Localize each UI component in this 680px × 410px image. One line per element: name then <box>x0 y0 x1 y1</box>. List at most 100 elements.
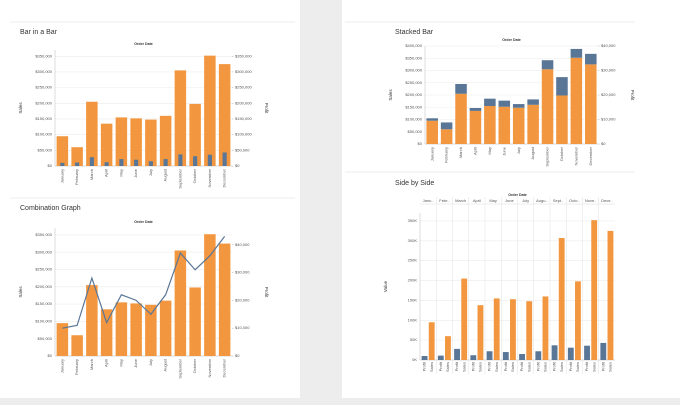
bar <box>428 322 435 360</box>
x-tick-label: October <box>192 358 197 373</box>
y-tick-label: $200,000 <box>405 92 422 97</box>
y2-axis-label: Profit <box>264 103 269 114</box>
bar-label: Profit <box>600 361 605 371</box>
subtitle: Order Date <box>134 220 153 224</box>
y2-tick-label: $100,000 <box>235 132 252 137</box>
bar <box>218 243 231 356</box>
column-header: July <box>522 198 529 203</box>
bar-label: Sales <box>608 362 613 372</box>
y2-tick-label: $20,000 <box>601 92 616 97</box>
y2-tick-label: $300,000 <box>235 69 252 74</box>
y-tick-label: $250,000 <box>35 267 52 272</box>
bar-label: Sales <box>543 362 548 372</box>
column-header: June <box>505 198 514 203</box>
y2-tick-label: $0 <box>601 141 606 146</box>
bar-label: Profit <box>535 361 540 371</box>
x-tick-label: August <box>530 146 535 159</box>
x-tick-label: January <box>59 359 64 373</box>
x-tick-label: January <box>429 147 434 161</box>
bar <box>204 234 216 356</box>
column-header: Nove.. <box>585 198 597 203</box>
column-header: Janu.. <box>423 198 434 203</box>
bar-segment <box>426 118 438 121</box>
bar <box>535 351 542 360</box>
x-tick-label: June <box>501 146 506 155</box>
x-tick-label: April <box>104 359 109 367</box>
y2-axis-label: Profit <box>630 90 635 101</box>
bar-label: Sales <box>526 362 531 372</box>
bar <box>115 117 128 166</box>
bar-label: Sales <box>494 362 499 372</box>
bar-segment <box>469 110 482 144</box>
x-tick-label: October <box>192 168 197 183</box>
inner-bar <box>104 162 109 166</box>
bar <box>86 101 98 166</box>
bar-segment <box>484 106 496 144</box>
y-tick-label: $50,000 <box>38 336 53 341</box>
bar-label: Profit <box>470 361 475 371</box>
bar-segment <box>484 98 496 107</box>
x-tick-label: August <box>163 358 168 371</box>
subtitle: Order Date <box>502 38 521 42</box>
bar-label: Profit <box>552 361 557 371</box>
bar <box>567 347 574 360</box>
column-header: Sept.. <box>553 198 563 203</box>
bar-label: Sales <box>575 362 580 372</box>
chart-title: Combination Graph <box>20 205 81 212</box>
inner-bar <box>178 154 183 166</box>
bar <box>584 345 590 360</box>
y2-axis-label: Profit <box>264 287 269 298</box>
y2-tick-label: $20,000 <box>235 297 250 302</box>
y-tick-label: $0 <box>48 163 53 168</box>
bar <box>130 118 142 166</box>
y-tick-label: 250K <box>408 258 418 263</box>
bar-segment <box>541 60 554 70</box>
x-tick-label: January <box>59 169 64 183</box>
bar <box>542 296 549 360</box>
bar-segment <box>570 48 583 58</box>
x-tick-label: September <box>177 358 182 378</box>
bar-label: Profit <box>568 361 573 371</box>
bar <box>145 304 157 356</box>
inner-bar <box>148 161 153 166</box>
x-tick-label: March <box>89 169 94 180</box>
bar <box>174 70 187 166</box>
y-axis-label: Sales <box>18 102 23 114</box>
bar-segment <box>440 129 453 144</box>
y2-tick-label: $150,000 <box>235 116 252 121</box>
line <box>62 235 226 329</box>
bar <box>607 230 614 360</box>
y-tick-label: $350,000 <box>35 232 52 237</box>
y-tick-label: $100,000 <box>35 132 52 137</box>
bar <box>189 287 201 356</box>
column-header: Octo.. <box>569 198 580 203</box>
bar <box>56 136 69 166</box>
bar <box>56 323 69 356</box>
y-tick-label: $250,000 <box>405 80 422 85</box>
bar-label: Profit <box>422 361 427 371</box>
column-header: Febr.. <box>439 198 449 203</box>
bar-segment <box>556 95 568 144</box>
inner-bar <box>75 162 80 166</box>
bar <box>421 356 428 360</box>
inner-bar <box>163 159 168 166</box>
y-tick-label: $250,000 <box>35 85 52 90</box>
bar <box>551 345 558 360</box>
x-tick-label: November <box>573 146 578 165</box>
y2-tick-label: $30,000 <box>601 68 616 73</box>
y2-tick-label: $250,000 <box>235 85 252 90</box>
x-tick-label: July <box>148 169 153 176</box>
bar-label: Sales <box>559 362 564 372</box>
y-tick-label: $0 <box>418 141 423 146</box>
x-tick-label: December <box>222 358 227 377</box>
bar <box>575 281 581 360</box>
bar-segment <box>469 107 482 111</box>
x-tick-label: February <box>74 359 79 375</box>
bar <box>100 123 113 166</box>
bar <box>502 352 509 360</box>
x-tick-label: April <box>104 169 109 177</box>
bar-segment <box>498 106 511 144</box>
y-tick-label: $400,000 <box>405 43 422 48</box>
x-tick-label: July <box>148 359 153 366</box>
